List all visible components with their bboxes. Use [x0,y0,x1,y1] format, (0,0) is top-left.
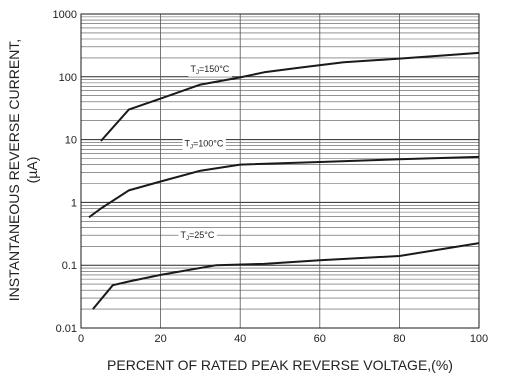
series-line [92,242,480,310]
y-tick-label: 1000 [53,9,77,21]
y-axis-title-line2: (µA) [24,157,40,184]
y-tick-label: 0.1 [62,260,77,272]
tick-labels: 0.01 0.1 1 10 100 1000 0 20 40 60 80 100 [53,9,489,345]
series-label: TJ=25°C [181,230,215,242]
y-tick-label: 1 [71,197,77,209]
y-tick-label: 0.01 [56,323,77,335]
y-axis-title-line1: INSTANTANEOUS REVERSE CURRENT, [6,39,22,301]
plot-frame [80,13,480,329]
grid [80,14,480,329]
y-tick-label: 100 [59,72,77,84]
series-label-bg [182,137,226,152]
series-lines [88,51,480,310]
x-tick-label: 60 [314,333,326,345]
y-tick-label: 10 [65,135,77,147]
series-label-bg [178,229,217,244]
x-axis-title: PERCENT OF RATED PEAK REVERSE VOLTAGE,(%… [107,357,453,373]
series-labels: TJ=150°C TJ=100°C TJ=25°C [178,62,232,244]
series-label-bg [188,62,232,77]
x-tick-label: 40 [234,333,246,345]
x-tick-label: 20 [154,333,166,345]
series-label: TJ=100°C [184,138,223,150]
series-line [100,51,480,142]
series-label: TJ=150°C [190,64,229,76]
x-tick-label: 80 [393,333,405,345]
x-tick-label: 100 [470,333,488,345]
series-line [88,155,480,219]
x-tick-label: 0 [78,333,84,345]
